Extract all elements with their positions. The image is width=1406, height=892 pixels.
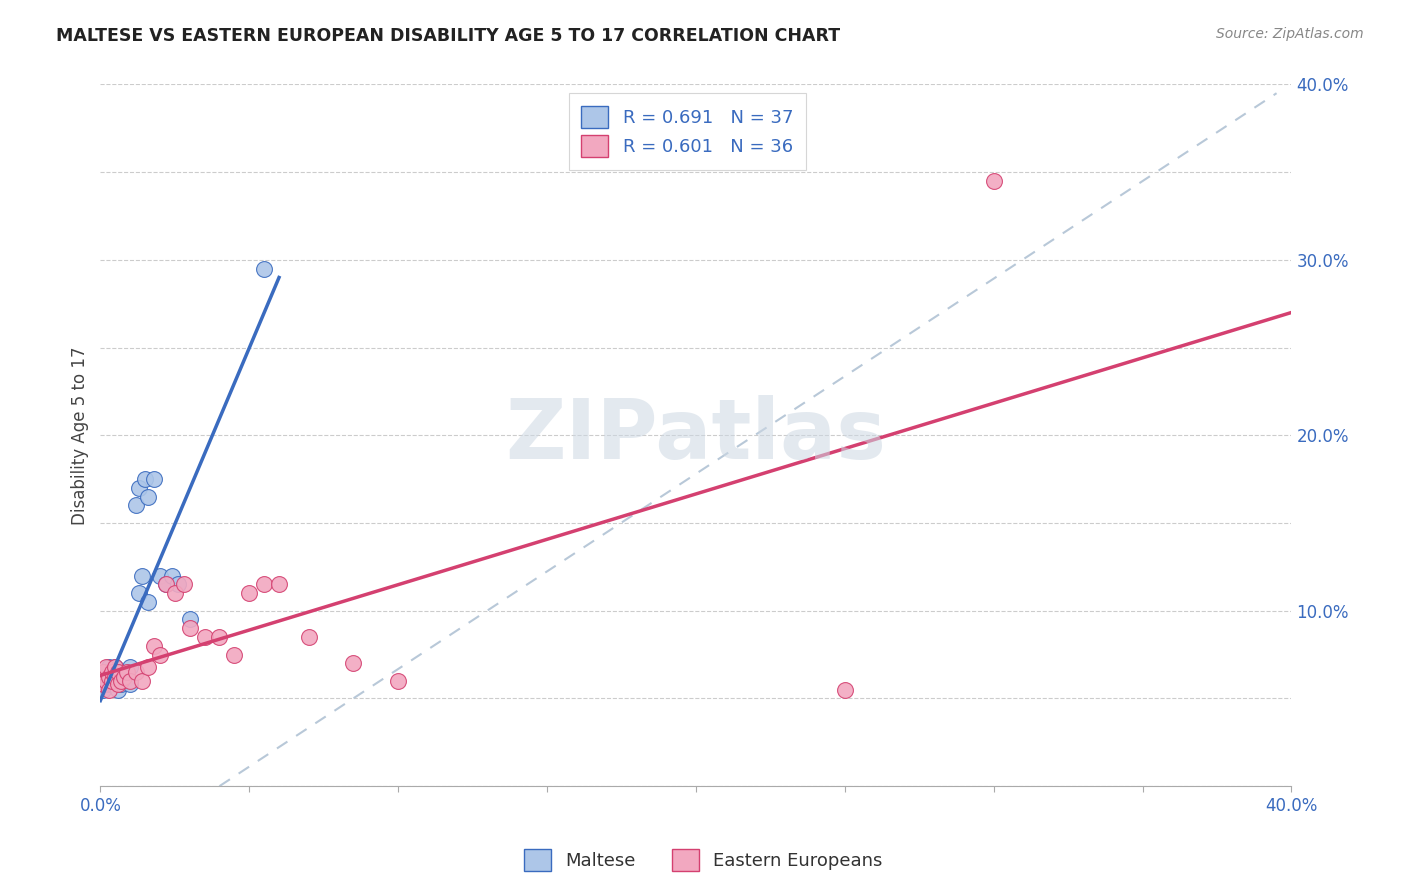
Point <box>112 670 135 684</box>
Point <box>267 577 290 591</box>
Point <box>91 665 114 679</box>
Y-axis label: Disability Age 5 to 17: Disability Age 5 to 17 <box>72 346 89 524</box>
Point <box>91 673 114 688</box>
Point <box>194 630 217 644</box>
Legend: Maltese, Eastern Europeans: Maltese, Eastern Europeans <box>516 842 890 879</box>
Point <box>110 677 132 691</box>
Point <box>136 490 159 504</box>
Point <box>101 673 124 688</box>
Point <box>179 612 201 626</box>
Point <box>224 648 246 662</box>
Point <box>101 665 124 679</box>
Point <box>983 174 1005 188</box>
Point <box>112 665 135 679</box>
Point <box>120 673 142 688</box>
Point <box>104 670 127 684</box>
Point <box>107 682 129 697</box>
Point <box>101 677 124 691</box>
Point <box>98 682 121 697</box>
Point <box>115 670 138 684</box>
Point <box>104 660 127 674</box>
Point <box>253 261 276 276</box>
Point <box>98 670 121 684</box>
Point <box>179 621 201 635</box>
Point <box>101 673 124 688</box>
Point <box>104 670 127 684</box>
Point <box>125 499 148 513</box>
Text: MALTESE VS EASTERN EUROPEAN DISABILITY AGE 5 TO 17 CORRELATION CHART: MALTESE VS EASTERN EUROPEAN DISABILITY A… <box>56 27 841 45</box>
Point <box>253 577 276 591</box>
Point <box>112 673 135 688</box>
Point <box>387 673 409 688</box>
Point <box>131 673 153 688</box>
Point <box>96 673 118 688</box>
Legend: R = 0.691   N = 37, R = 0.601   N = 36: R = 0.691 N = 37, R = 0.601 N = 36 <box>568 94 806 170</box>
Point <box>96 660 118 674</box>
Point <box>149 568 172 582</box>
Point <box>96 673 118 688</box>
Point <box>208 630 231 644</box>
Point <box>107 665 129 679</box>
Point <box>120 677 142 691</box>
Text: ZIPatlas: ZIPatlas <box>505 395 886 475</box>
Point <box>173 577 195 591</box>
Text: Source: ZipAtlas.com: Source: ZipAtlas.com <box>1216 27 1364 41</box>
Point <box>120 660 142 674</box>
Point <box>131 568 153 582</box>
Point <box>110 673 132 688</box>
Point <box>298 630 321 644</box>
Point <box>155 577 177 591</box>
Point <box>98 677 121 691</box>
Point <box>110 670 132 684</box>
Point <box>104 660 127 674</box>
Point <box>107 673 129 688</box>
Point <box>136 660 159 674</box>
Point <box>128 481 150 495</box>
Point <box>115 665 138 679</box>
Point <box>96 677 118 691</box>
Point <box>91 682 114 697</box>
Point <box>142 472 165 486</box>
Point <box>134 472 156 486</box>
Point <box>98 660 121 674</box>
Point <box>155 577 177 591</box>
Point <box>107 665 129 679</box>
Point <box>96 665 118 679</box>
Point <box>834 682 856 697</box>
Point <box>91 677 114 691</box>
Point <box>238 586 260 600</box>
Point <box>107 677 129 691</box>
Point <box>98 670 121 684</box>
Point <box>342 657 364 671</box>
Point <box>136 595 159 609</box>
Point <box>101 665 124 679</box>
Point <box>128 586 150 600</box>
Point <box>160 568 183 582</box>
Point <box>166 577 188 591</box>
Point <box>163 586 186 600</box>
Point <box>142 639 165 653</box>
Point <box>149 648 172 662</box>
Point <box>125 665 148 679</box>
